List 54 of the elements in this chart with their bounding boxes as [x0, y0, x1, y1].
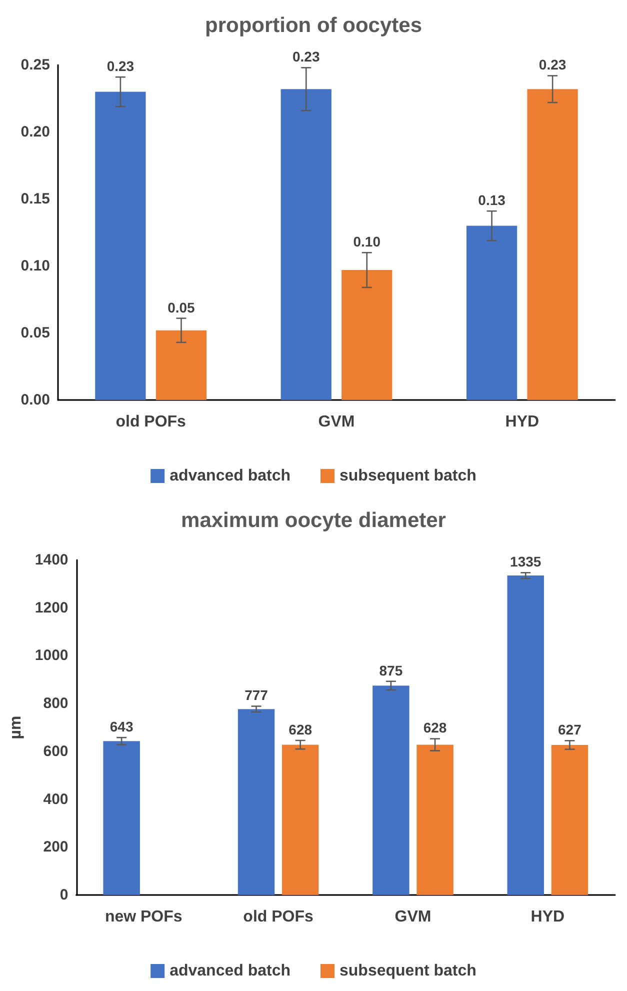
bar	[466, 226, 518, 400]
y-tick-label: 1000	[34, 647, 68, 664]
bar	[342, 270, 392, 400]
x-tick-label: HYD	[530, 908, 565, 926]
data-label: 0.23	[292, 48, 320, 65]
x-tick-label: old POFs	[243, 908, 314, 926]
bar	[416, 744, 454, 895]
data-label: 0.13	[478, 192, 506, 208]
bar	[280, 89, 332, 400]
y-tick-label: 0	[60, 886, 68, 904]
data-label: 0.23	[538, 56, 566, 73]
legend-label: advanced batch	[170, 468, 291, 484]
data-label: 875	[379, 662, 403, 678]
legend-label: subsequent batch	[340, 468, 476, 484]
chart-title: maximum oocyte diameter	[181, 509, 446, 532]
y-tick-label: 1200	[34, 599, 68, 616]
data-label: 0.23	[106, 58, 134, 74]
data-label: 628	[423, 720, 447, 736]
x-tick-label: GVM	[318, 414, 355, 430]
y-tick-label: 0.00	[20, 392, 50, 408]
data-label: 628	[288, 721, 312, 738]
chart-title: proportion of oocytes	[205, 14, 422, 37]
bar	[372, 686, 410, 895]
data-label: 777	[244, 687, 268, 704]
x-tick-label: HYD	[505, 414, 540, 430]
y-tick-label: 0.05	[20, 324, 50, 342]
legend-label: subsequent batch	[340, 962, 476, 980]
y-tick-label: 0.15	[20, 190, 50, 208]
bar	[238, 709, 275, 895]
y-tick-label: 200	[43, 838, 68, 856]
data-label: 627	[558, 722, 582, 738]
data-label: 0.10	[353, 234, 381, 250]
x-tick-label: new POFs	[104, 908, 182, 926]
y-tick-label: 600	[43, 742, 68, 760]
bar	[507, 576, 544, 895]
y-tick-label: 400	[43, 790, 68, 808]
bar	[103, 741, 140, 895]
bar	[527, 89, 578, 400]
y-tick-label: 800	[43, 695, 68, 712]
bar	[551, 744, 588, 895]
y-tick-label: 0.25	[20, 56, 50, 74]
y-axis-title: µm	[8, 716, 24, 740]
data-label: 1335	[510, 554, 542, 570]
y-tick-label: 0.10	[20, 258, 50, 274]
x-tick-label: GVM	[394, 908, 432, 926]
bar	[282, 744, 319, 895]
y-tick-label: 0.20	[20, 124, 50, 140]
bar	[95, 92, 146, 400]
data-label: 643	[110, 718, 134, 735]
data-label: 0.05	[168, 299, 196, 316]
bar	[156, 330, 207, 400]
x-tick-label: old POFs	[116, 414, 186, 430]
legend-label: advanced batch	[170, 962, 291, 980]
y-tick-label: 1400	[34, 552, 68, 568]
